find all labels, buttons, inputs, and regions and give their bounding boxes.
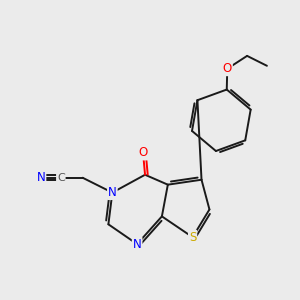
Text: N: N — [37, 171, 45, 184]
Text: O: O — [223, 62, 232, 75]
Text: S: S — [189, 231, 196, 244]
Text: N: N — [108, 186, 117, 199]
Text: C: C — [57, 173, 65, 183]
Text: O: O — [138, 146, 148, 160]
Text: N: N — [133, 238, 142, 250]
